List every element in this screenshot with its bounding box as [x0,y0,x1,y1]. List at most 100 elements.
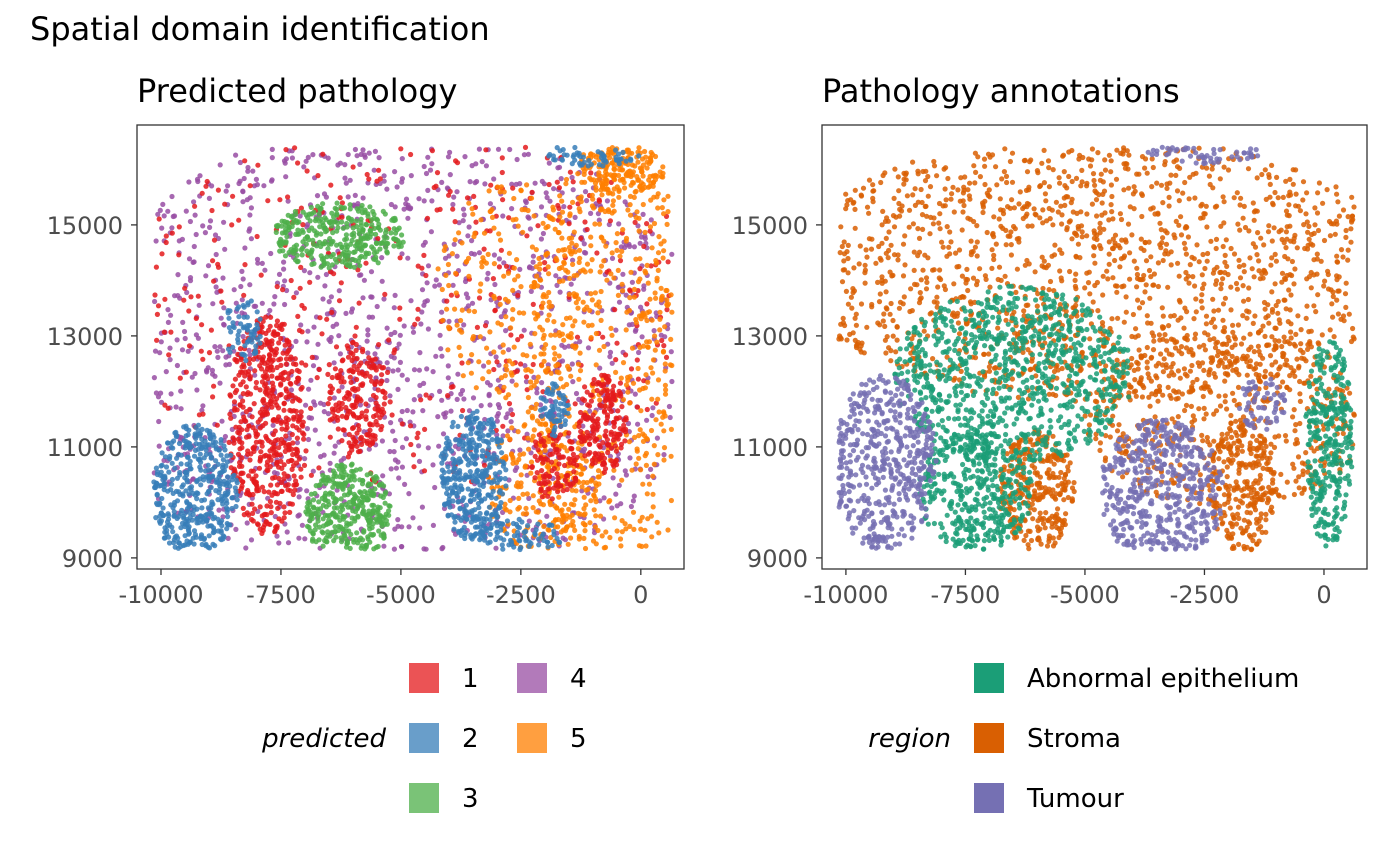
data-point [494,386,500,392]
data-point [497,301,503,307]
data-point [475,500,481,507]
data-point [450,282,456,288]
data-point [553,438,560,444]
data-point [604,198,611,204]
data-point [194,387,200,393]
data-point [619,248,625,254]
data-point [187,509,193,516]
data-point [517,447,523,453]
data-point [584,226,590,233]
data-point [282,510,288,516]
data-point [209,466,215,473]
data-point [578,198,584,205]
data-point [535,374,541,380]
data-point [603,428,609,434]
data-point [238,471,244,477]
data-point [328,390,334,396]
data-point [432,484,438,491]
data-point [151,375,157,381]
data-point [589,192,595,198]
data-point [662,324,668,330]
data-point [215,187,221,193]
data-point [469,300,476,306]
data-point [463,291,469,297]
data-point [448,485,454,491]
data-point [599,382,605,389]
data-point [293,446,299,452]
data-point [421,163,427,170]
data-point [154,500,160,506]
data-point [452,237,458,243]
data-point [408,441,414,448]
data-point [545,457,551,463]
data-point [533,401,540,407]
data-point [518,333,525,339]
data-point [391,305,397,311]
data-point [601,469,608,475]
data-point [187,278,194,284]
data-point [577,368,584,374]
data-point [560,322,566,328]
data-point [668,349,674,355]
data-point [176,224,182,230]
data-point [484,450,490,456]
data-point [361,277,367,283]
data-point [179,520,186,527]
data-point [156,216,162,222]
data-point [631,493,637,499]
data-point [283,174,289,180]
data-point [617,432,623,438]
data-point [185,348,191,354]
data-point [388,466,394,472]
data-point [417,382,423,388]
data-point [158,339,164,345]
data-point [347,374,353,380]
data-point [603,395,609,401]
data-point [332,205,338,211]
data-point [623,158,629,164]
data-point [499,450,505,456]
data-point [543,342,549,348]
data-point [288,457,294,463]
data-point [170,490,176,496]
data-point [347,177,353,183]
data-point [566,430,572,436]
data-point [539,305,545,311]
data-point [515,223,521,229]
data-point [428,229,434,235]
data-point [644,417,650,423]
data-point [561,259,567,265]
data-point [477,510,483,517]
data-point [468,532,474,538]
data-point [644,221,650,227]
data-point [541,351,547,357]
data-point [657,309,663,315]
data-point [460,443,466,449]
data-point [617,380,624,386]
data-point [559,209,566,215]
data-point [166,540,173,546]
data-point [445,261,451,268]
data-point [538,439,544,445]
data-point [527,226,534,232]
data-point [529,189,535,195]
data-point [435,414,441,420]
data-point [555,202,561,209]
data-point [354,376,360,383]
data-point [573,390,580,397]
data-point [576,376,582,382]
data-point [205,462,211,468]
data-point [349,306,355,312]
data-point [469,352,475,358]
data-point [410,452,417,458]
data-point [176,252,182,258]
data-point [632,391,638,397]
data-point [582,545,589,552]
data-point [160,505,166,511]
data-point [207,510,213,516]
data-point [197,451,203,457]
data-point [451,526,457,532]
data-point [665,527,671,533]
data-point [365,327,371,333]
data-point [498,184,504,190]
